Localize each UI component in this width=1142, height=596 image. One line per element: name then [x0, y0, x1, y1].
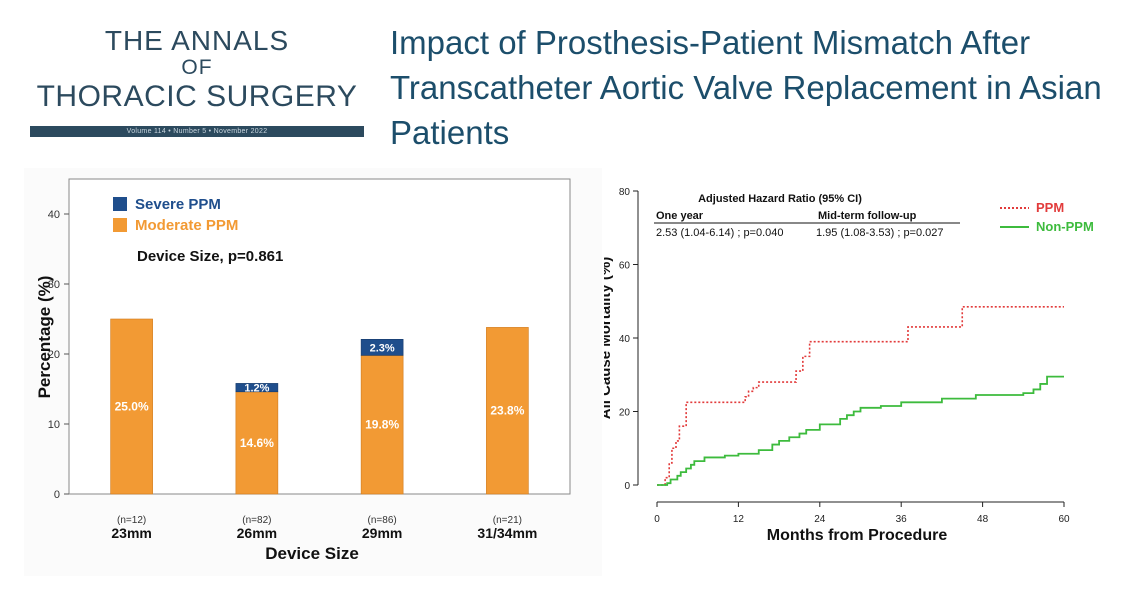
bar-severe-label: 1.2% — [244, 383, 269, 395]
category-label: 23mm — [111, 525, 151, 541]
y-tick-label: 10 — [48, 419, 60, 431]
km-chart: 0 20 40 60 80 0 12 24 36 48 60 Adjusted Hazard Rat… — [597, 187, 1094, 544]
km-chart-panel: 0 20 40 60 80 0 12 24 36 48 60 Adjusted Hazard Rat… — [597, 168, 1140, 576]
category-count: (n=12) — [117, 515, 146, 526]
hr-col2-value: 1.95 (1.08-3.53) ; p=0.027 — [816, 227, 944, 239]
km-y-tick-label: 40 — [619, 334, 631, 345]
logo-issue-bar: Volume 114 • Number 5 • November 2022 — [30, 126, 364, 137]
km-x-tick-label: 0 — [654, 514, 660, 525]
series-line-nonppm — [657, 375, 1064, 486]
legend-label-severe: Severe PPM — [135, 196, 221, 213]
hr-col2-header: Mid-term follow-up — [818, 210, 917, 222]
km-x-axis-title: Months from Procedure — [767, 527, 948, 544]
km-x-tick-label: 12 — [733, 514, 745, 525]
legend-swatch-moderate — [113, 218, 127, 232]
km-x-tick-label: 48 — [977, 514, 989, 525]
y-tick-label: 20 — [48, 349, 60, 361]
logo-title-line3: THORACIC SURGERY — [36, 80, 358, 113]
km-x-tick-label: 60 — [1058, 514, 1070, 525]
km-y-tick-label: 0 — [624, 481, 630, 492]
category-label: 26mm — [237, 525, 277, 541]
bar-severe-label: 2.3% — [370, 342, 395, 354]
legend-label-ppm: PPM — [1036, 200, 1064, 215]
km-y-tick-label: 60 — [619, 261, 631, 272]
legend-swatch-severe — [113, 197, 127, 211]
y-tick-label: 0 — [54, 489, 60, 501]
y-tick-label: 30 — [48, 279, 60, 291]
km-y-tick-label: 80 — [619, 187, 631, 198]
km-x-tick-label: 24 — [814, 514, 826, 525]
chart-title: Device Size, p=0.861 — [137, 248, 283, 265]
hr-col1-value: 2.53 (1.04-6.14) ; p=0.040 — [656, 227, 784, 239]
category-count: (n=21) — [493, 515, 522, 526]
category-label: 31/34mm — [477, 525, 537, 541]
bar-moderate-label: 25.0% — [115, 400, 149, 414]
bar-moderate — [110, 318, 153, 495]
category-count: (n=86) — [368, 515, 397, 526]
bar-moderate — [235, 391, 279, 495]
hr-title: Adjusted Hazard Ratio (95% CI) — [698, 193, 862, 205]
bar-moderate — [486, 327, 529, 495]
km-x-tick-label: 36 — [896, 514, 908, 525]
bar-moderate-label: 23.8% — [490, 404, 524, 418]
journal-logo: THE ANNALS OF THORACIC SURGERY Volume 11… — [30, 26, 364, 137]
x-axis-title: Device Size — [265, 544, 359, 563]
bar-severe — [360, 339, 404, 356]
logo-title-line1: THE ANNALS — [104, 25, 290, 56]
bar-moderate-label: 14.6% — [240, 436, 274, 450]
series-line-ppm — [657, 305, 1064, 486]
article-headline: Impact of Prosthesis-Patient Mismatch Af… — [390, 24, 1102, 151]
legend-label-moderate: Moderate PPM — [135, 217, 238, 234]
bar-moderate — [360, 355, 404, 495]
bar-chart: 0 10 20 30 40 (n=12)23mm (n=82)26mm (n=86)29mm (… — [35, 178, 571, 563]
hr-col1-header: One year — [656, 210, 704, 222]
logo-title-line2: OF — [181, 56, 213, 79]
y-axis-title: Percentage (%) — [35, 276, 54, 399]
km-y-tick-label: 20 — [619, 408, 631, 419]
legend-label-nonppm: Non-PPM — [1036, 219, 1094, 234]
y-tick-label: 40 — [48, 209, 60, 221]
bar-severe — [235, 383, 279, 393]
category-count: (n=82) — [242, 515, 271, 526]
bar-moderate-label: 19.8% — [365, 418, 399, 432]
bar-chart-panel: 0 10 20 30 40 (n=12) 23mm (n=82) 26mm (n=86) 29mm (… — [24, 168, 602, 576]
km-y-axis-title: All Cause Mortality (%) — [604, 257, 614, 420]
category-label: 29mm — [362, 525, 402, 541]
